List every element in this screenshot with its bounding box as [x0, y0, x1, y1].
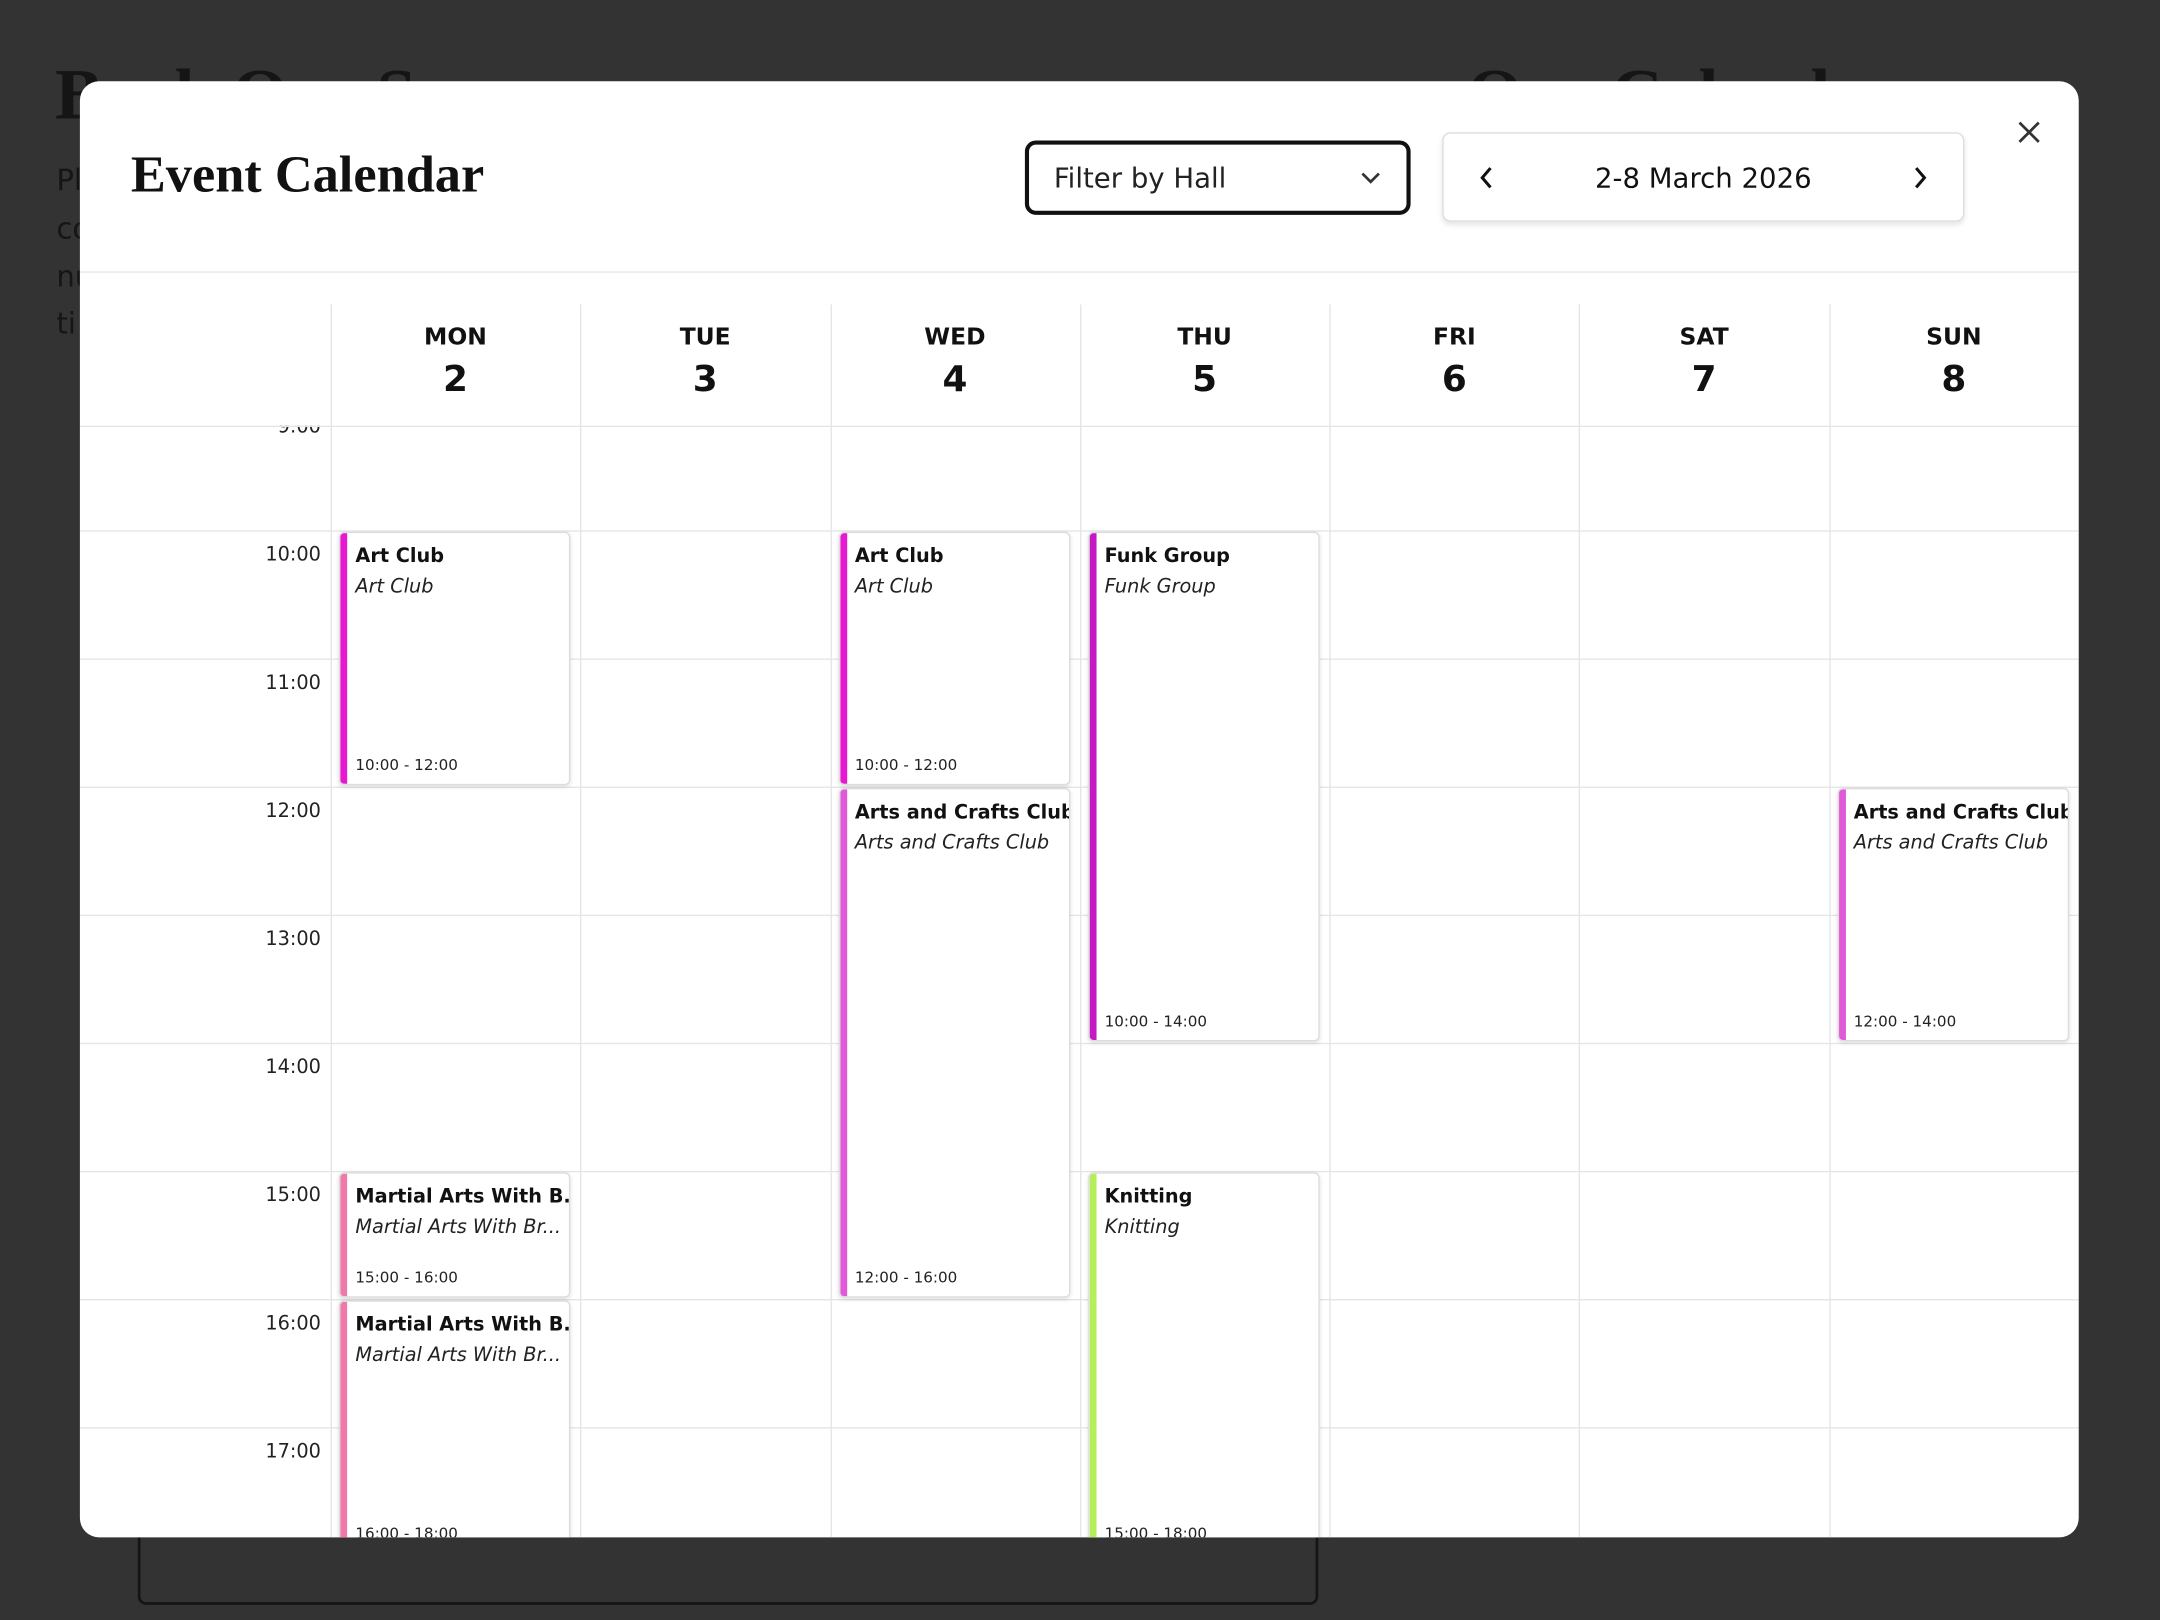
- time-grid: 9:00 10:00 11:00 12:00 13:00 14:00 15:00 16:00 1…: [79, 425, 2079, 1538]
- day-name: WED: [924, 323, 986, 352]
- day-date: 8: [1941, 359, 1967, 401]
- event-card[interactable]: Funk Group Funk Group 10:00 - 14:00: [1088, 531, 1320, 1042]
- day-name: MON: [424, 323, 487, 352]
- event-accent: [340, 1301, 348, 1538]
- filter-select[interactable]: Filter by Hall: [1024, 140, 1411, 215]
- event-subtitle: Martial Arts With Br...: [355, 1344, 562, 1367]
- event-title: Funk Group: [1104, 545, 1230, 568]
- calendar-grid: 9:00 10:00 11:00 12:00 13:00 14:00 15:00 16:00 1…: [79, 304, 2079, 1538]
- hour-label: 14:00: [265, 1056, 321, 1079]
- hour-line: [79, 914, 2079, 917]
- divider: [79, 271, 2079, 273]
- event-time: 12:00 - 14:00: [1853, 1012, 1957, 1031]
- event-time: 10:00 - 14:00: [1104, 1012, 1208, 1031]
- modal: Event Calendar Filter by Hall 2-8 March …: [79, 81, 2079, 1538]
- event-time: 10:00 - 12:00: [355, 756, 458, 775]
- column-line: [1579, 304, 1581, 1538]
- event-subtitle: Martial Arts With Br...: [355, 1216, 562, 1239]
- event-card[interactable]: Arts and Crafts Club Arts and Crafts Club…: [838, 787, 1071, 1298]
- event-subtitle: Arts and Crafts Club: [854, 832, 1050, 855]
- event-subtitle: Art Club: [355, 575, 434, 598]
- day-date: 4: [942, 359, 968, 401]
- event-subtitle: Art Club: [854, 575, 933, 598]
- hour-label: 11:00: [265, 672, 321, 695]
- event-title: Martial Arts With B...: [355, 1314, 571, 1337]
- hour-label: 9:00: [277, 425, 321, 439]
- column-line: [1828, 304, 1831, 1538]
- hour-label: 10:00: [265, 544, 321, 567]
- bg-text: ti: [56, 307, 76, 341]
- hour-label: 16:00: [265, 1312, 321, 1335]
- event-card[interactable]: Arts and Crafts Club Arts and Crafts Club…: [1837, 787, 2070, 1042]
- event-card[interactable]: Martial Arts With B... Martial Arts With …: [338, 1172, 571, 1298]
- event-title: Arts and Crafts Club: [1853, 801, 2070, 824]
- week-nav: 2-8 March 2026: [1442, 132, 1965, 222]
- day-name: TUE: [679, 323, 731, 352]
- event-card[interactable]: Martial Arts With B... Martial Arts With …: [338, 1300, 571, 1538]
- hour-line: [79, 1427, 2079, 1429]
- event-title: Art Club: [355, 545, 445, 568]
- day-name: SAT: [1679, 323, 1729, 352]
- hour-line: [79, 786, 2079, 788]
- week-label: 2-8 March 2026: [1595, 161, 1812, 195]
- day-date: 3: [692, 359, 718, 401]
- event-subtitle: Knitting: [1104, 1216, 1180, 1239]
- hour-line: [79, 1170, 2079, 1173]
- day-name: THU: [1177, 323, 1232, 352]
- hour-label: 12:00: [265, 800, 321, 823]
- day-date: 2: [443, 359, 468, 401]
- hour-label: 17:00: [265, 1440, 321, 1463]
- column-line: [830, 304, 832, 1538]
- close-button[interactable]: [2015, 118, 2043, 146]
- event-card[interactable]: Art Club Art Club 10:00 - 12:00: [838, 531, 1071, 786]
- bg-box: [137, 1529, 1319, 1605]
- day-date: 7: [1691, 359, 1717, 401]
- hour-label: 15:00: [265, 1184, 321, 1207]
- event-accent: [340, 1173, 348, 1297]
- day-date: 5: [1192, 359, 1218, 401]
- filter-label: Filter by Hall: [1053, 161, 1227, 195]
- modal-title: Event Calendar: [130, 146, 485, 204]
- event-accent: [839, 789, 847, 1297]
- event-time: 15:00 - 18:00: [1104, 1524, 1208, 1538]
- event-title: Arts and Crafts Club: [854, 801, 1071, 824]
- day-date: 6: [1441, 359, 1467, 401]
- hour-line: [79, 1299, 2079, 1301]
- chevron: [1361, 172, 1380, 184]
- hour-line: [79, 658, 2079, 660]
- event-accent: [340, 533, 348, 784]
- column-line: [1079, 304, 1082, 1538]
- event-time: 10:00 - 12:00: [854, 756, 958, 775]
- column-line: [580, 304, 582, 1538]
- event-title: Knitting: [1104, 1186, 1193, 1209]
- next-button[interactable]: [1911, 164, 1930, 192]
- hour-line: [79, 530, 2079, 532]
- day-name: FRI: [1433, 323, 1476, 352]
- event-title: Art Club: [854, 545, 944, 568]
- hour-line: [79, 1042, 2079, 1045]
- event-subtitle: Arts and Crafts Club: [1853, 832, 2049, 855]
- bg-text: Pl: [56, 163, 82, 197]
- event-card[interactable]: Art Club Art Club 10:00 - 12:00: [338, 531, 571, 786]
- event-time: 16:00 - 18:00: [355, 1524, 458, 1538]
- divider: [79, 425, 2079, 428]
- event-subtitle: Funk Group: [1104, 575, 1216, 598]
- event-accent: [1089, 533, 1097, 1041]
- column-line: [1329, 304, 1331, 1538]
- event-card[interactable]: Knitting Knitting 15:00 - 18:00: [1088, 1172, 1320, 1538]
- event-accent: [839, 533, 847, 784]
- prev-button[interactable]: [1477, 164, 1496, 192]
- event-title: Martial Arts With B...: [355, 1186, 571, 1209]
- event-time: 12:00 - 16:00: [854, 1268, 958, 1287]
- event-accent: [1838, 789, 1846, 1041]
- event-accent: [1089, 1173, 1097, 1538]
- column-line: [330, 304, 332, 1538]
- hour-label: 13:00: [265, 928, 321, 951]
- day-name: SUN: [1926, 323, 1982, 352]
- event-time: 15:00 - 16:00: [355, 1268, 458, 1287]
